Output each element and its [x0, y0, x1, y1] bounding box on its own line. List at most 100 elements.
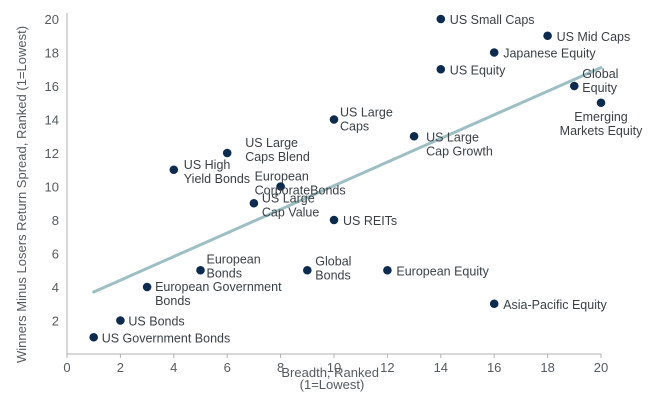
point-label: Emerging Markets Equity — [560, 110, 643, 138]
x-tick-label: 4 — [170, 360, 177, 375]
x-tick-label: 8 — [277, 360, 284, 375]
y-tick-label: 20 — [45, 12, 59, 27]
point-label: Japanese Equity — [503, 47, 596, 61]
trendline — [92, 66, 603, 294]
x-axis-title-line1: Breadth, Ranked — [281, 365, 379, 380]
point-label-line: Yield Bonds — [184, 172, 250, 186]
x-tick-label: 6 — [224, 360, 231, 375]
point-label-line: Asia-Pacific Equity — [503, 298, 607, 312]
y-tick-label: 14 — [45, 113, 59, 128]
x-tick-label: 18 — [540, 360, 554, 375]
point-label-line: Equity — [582, 81, 617, 95]
data-point — [276, 182, 285, 191]
point-label: US High Yield Bonds — [184, 158, 250, 186]
x-tick-label: 2 — [117, 360, 124, 375]
data-point — [329, 215, 339, 225]
point-label: European Bonds — [207, 252, 261, 280]
point-label-line: Global — [315, 254, 351, 268]
y-tick-label: 4 — [52, 280, 59, 295]
y-tick-label: 2 — [52, 314, 59, 329]
y-tick-label: 8 — [52, 213, 59, 228]
data-points — [89, 14, 606, 342]
point-label: European CorporateBonds — [255, 170, 346, 198]
point-label: US Mid Caps — [557, 30, 631, 44]
data-point — [249, 198, 259, 208]
y-tick-label: 16 — [45, 79, 59, 94]
data-point — [329, 115, 339, 124]
point-label: Global Bonds — [315, 254, 351, 282]
point-label-line: Emerging — [574, 110, 628, 124]
point-label-line: Markets Equity — [560, 124, 643, 138]
x-tick-label: 0 — [63, 360, 70, 375]
point-label: European Government Bonds — [155, 280, 282, 308]
data-point — [409, 131, 419, 141]
point-label: US Bonds — [128, 315, 184, 329]
point-label-line: US Large — [245, 136, 298, 150]
y-tick-labels: 2 4 6 8 10 12 14 16 18 20 — [45, 12, 59, 329]
y-tick-label: 18 — [45, 46, 59, 61]
point-label-line: European — [255, 170, 309, 184]
data-point — [383, 265, 392, 275]
point-label-line: US Bonds — [128, 315, 184, 329]
point-label: Asia-Pacific Equity — [503, 298, 607, 312]
data-point — [303, 265, 312, 275]
point-label: European Equity — [396, 264, 489, 278]
point-label-line: US High — [184, 158, 231, 172]
point-label: US Government Bonds — [102, 331, 231, 345]
point-label: US Large Cap Growth — [426, 130, 493, 158]
point-label-line: Bonds — [155, 294, 190, 308]
point-label-line: US Large — [426, 130, 479, 144]
y-tick-label: 12 — [45, 146, 59, 161]
point-label-line: US Large — [340, 106, 393, 120]
data-point — [89, 332, 98, 342]
x-tick-labels: 0 2 4 6 8 10 12 14 16 18 20 — [63, 354, 608, 375]
point-label: Global Equity — [582, 67, 618, 95]
data-point — [436, 64, 446, 74]
data-point — [116, 316, 125, 325]
x-tick-label: 14 — [434, 360, 448, 375]
point-label-line: European Equity — [396, 264, 489, 278]
point-label: US Large Cap Value — [262, 191, 319, 219]
x-axis-title: Breadth, Ranked (1=Lowest) — [281, 365, 382, 392]
x-tick-label: 12 — [380, 360, 394, 375]
y-tick-label: 6 — [52, 247, 59, 262]
point-label-line: CorporateBonds — [255, 184, 346, 198]
point-label-line: US Large — [262, 191, 315, 205]
data-point — [543, 31, 552, 41]
data-point — [489, 48, 499, 57]
point-label-line: US Small Caps — [450, 13, 535, 27]
point-label: US Equity — [450, 63, 506, 77]
data-point — [169, 165, 179, 175]
data-point — [436, 14, 446, 24]
data-point — [142, 282, 152, 292]
point-label-line: US Mid Caps — [557, 30, 631, 44]
point-label: US REITs — [343, 214, 397, 228]
x-axis-title-line2: (1=Lowest) — [300, 377, 365, 392]
point-label-line: European — [207, 252, 261, 266]
data-point — [196, 265, 205, 275]
data-point — [596, 98, 606, 108]
point-label-line: US Government Bonds — [102, 331, 231, 345]
data-point — [489, 299, 499, 309]
x-tick-label: 16 — [487, 360, 501, 375]
point-label: US Large Caps — [340, 106, 393, 134]
point-label-line: US Equity — [450, 63, 506, 77]
data-point — [570, 81, 579, 91]
point-label-line: Caps — [340, 120, 369, 134]
point-label-line: Global — [582, 67, 618, 81]
point-label-line: European Government — [155, 280, 282, 294]
point-label-line: Caps Blend — [245, 150, 310, 164]
point-label-line: Cap Growth — [426, 144, 493, 158]
point-label: US Small Caps — [450, 13, 535, 27]
point-label-line: Bonds — [207, 266, 242, 280]
point-label: US Large Caps Blend — [245, 136, 310, 164]
x-tick-label: 10 — [327, 360, 341, 375]
point-label-line: Japanese Equity — [503, 47, 596, 61]
point-label-line: Bonds — [315, 268, 350, 282]
x-tick-label: 20 — [594, 360, 608, 375]
point-labels: US Government Bonds US Bonds European Gove… — [102, 13, 643, 345]
y-tick-label: 10 — [45, 180, 59, 195]
point-label-line: US REITs — [343, 214, 397, 228]
point-label-line: Cap Value — [262, 205, 319, 219]
